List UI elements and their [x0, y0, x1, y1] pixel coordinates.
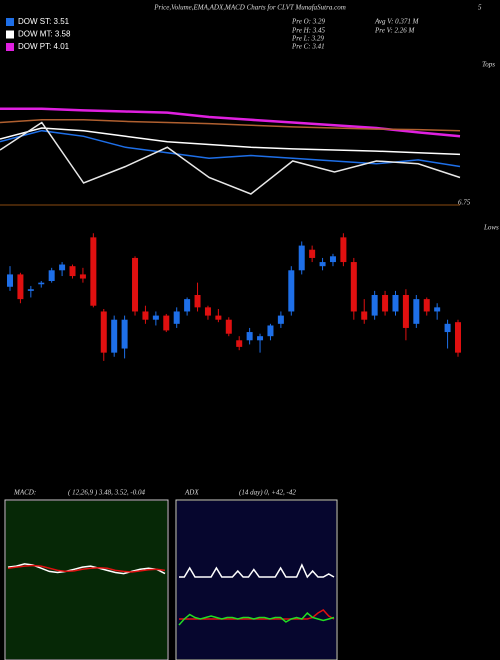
legend-swatch	[6, 30, 14, 39]
candle-body	[27, 289, 34, 291]
panel-subtitle: (14 day) 0, +42, -42	[239, 489, 296, 497]
candle-body	[59, 264, 66, 271]
panel-background	[6, 501, 167, 659]
candle-body	[246, 332, 253, 341]
legend-swatch	[6, 18, 14, 26]
candle-body	[121, 319, 128, 349]
panel-background	[177, 501, 336, 659]
candle-body	[267, 325, 274, 337]
candle-body	[434, 307, 441, 312]
candle-body	[236, 340, 243, 347]
adx-frame	[175, 499, 338, 660]
candle-body	[350, 262, 357, 312]
candle-body	[7, 274, 13, 287]
candle-body	[152, 315, 159, 320]
series-line	[179, 563, 335, 579]
series-line	[7, 564, 166, 573]
series-line	[0, 107, 461, 138]
candle-body	[423, 299, 430, 312]
stat-label: Pre H: 3.45	[291, 27, 325, 35]
candle-body	[340, 237, 347, 263]
candle-body	[48, 270, 55, 281]
legend-label: DOW ST: 3.51	[18, 17, 70, 26]
candle-body	[288, 270, 295, 312]
candle-body	[444, 323, 451, 333]
candle-body	[132, 257, 139, 312]
series-line	[0, 127, 461, 156]
legend-label: DOW PT: 4.01	[18, 42, 70, 51]
candle-body	[455, 322, 461, 353]
candle-body	[173, 311, 180, 324]
candle-body	[69, 266, 76, 277]
candle-body	[361, 311, 368, 320]
annotation: Tops	[482, 61, 495, 69]
stat-label: Lows	[483, 224, 499, 232]
stat-label: Pre L: 3.29	[291, 35, 324, 43]
annotation: 6.75	[458, 199, 471, 207]
candle-body	[215, 315, 222, 320]
candle-body	[329, 256, 336, 263]
candle-body	[90, 237, 97, 306]
annotation: 5	[478, 4, 482, 12]
candle-body	[298, 245, 305, 271]
series-line	[0, 119, 461, 132]
candle-body	[79, 274, 86, 279]
candle-body	[402, 295, 409, 328]
candle-body	[257, 336, 264, 341]
candle-body	[382, 295, 389, 312]
panel-subtitle: ( 12,26,9 ) 3.48, 3.52, -0.04	[68, 489, 145, 497]
series-line	[0, 129, 461, 168]
chart-title: Price,Volume,EMA,ADX,MACD Charts for CLV…	[153, 4, 346, 12]
stat-label: Avg V: 0.371 M	[374, 18, 420, 26]
panel-title: ADX	[184, 489, 199, 497]
candle-body	[194, 295, 201, 308]
legend-swatch	[6, 43, 14, 51]
legend-label: DOW MT: 3.58	[18, 30, 71, 39]
series-line	[0, 121, 461, 195]
series-line	[178, 611, 335, 626]
candle-body	[142, 311, 149, 320]
candle-body	[392, 295, 399, 312]
stat-label: Pre O: 3.29	[291, 18, 325, 26]
candle-body	[413, 299, 420, 324]
candle-body	[371, 295, 378, 316]
candle-body	[38, 282, 45, 285]
candle-body	[184, 299, 191, 312]
candle-body	[225, 319, 232, 334]
candle-body	[111, 319, 118, 353]
candle-body	[277, 315, 284, 324]
candle-body	[309, 249, 316, 258]
stat-label: Pre C: 3.41	[291, 43, 325, 51]
candle-body	[100, 311, 107, 353]
candle-body	[163, 315, 170, 331]
candle-body	[319, 262, 326, 267]
candle-body	[204, 307, 211, 316]
panel-title: MACD:	[13, 489, 36, 497]
macd-frame	[4, 499, 169, 660]
candle-body	[17, 274, 24, 300]
stat-label: Pre V: 2.26 M	[374, 27, 415, 35]
